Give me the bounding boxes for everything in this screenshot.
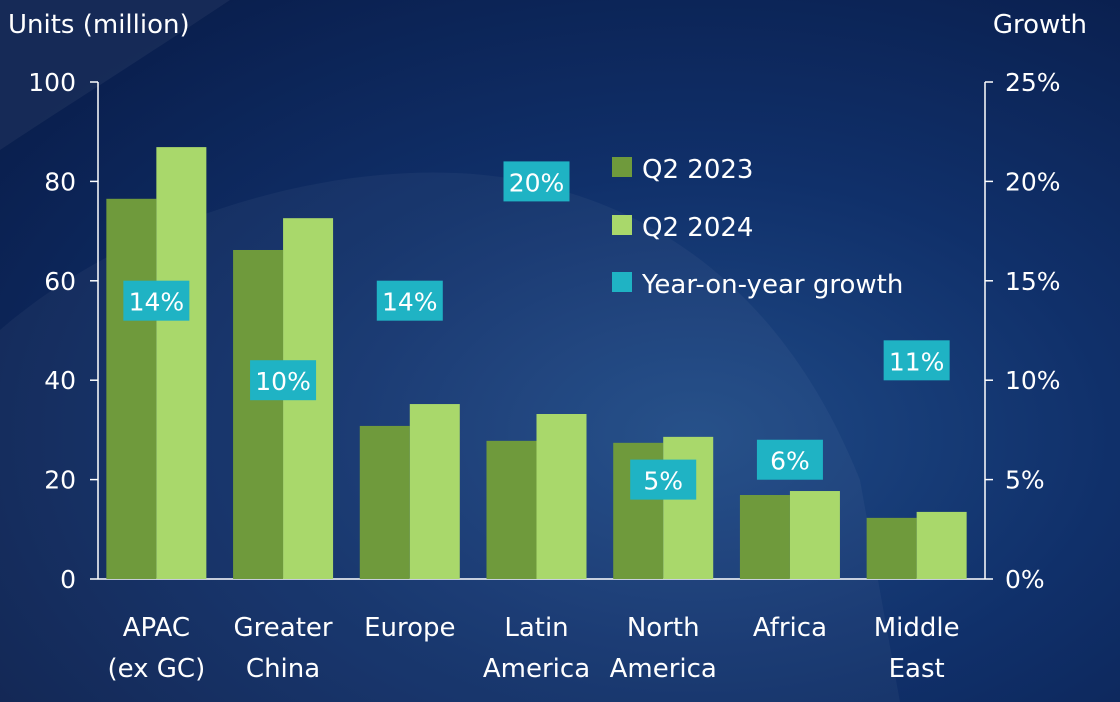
y-axis-title: Units (million) <box>8 10 190 40</box>
x-tick-label: (ex GC) <box>107 654 205 684</box>
bar-q2-2023 <box>233 249 284 579</box>
y2-tick-label: 0% <box>1005 565 1045 594</box>
y-tick-label: 60 <box>44 267 76 296</box>
y-tick-label: 20 <box>44 466 76 495</box>
legend-label-q2-2023: Q2 2023 <box>642 155 753 185</box>
bar-q2-2023 <box>866 517 917 579</box>
x-tick-label: Europe <box>364 613 455 643</box>
x-tick-label: North <box>627 613 700 643</box>
x-tick-label: East <box>889 654 945 684</box>
legend-swatch-growth <box>612 272 632 292</box>
growth-label-box <box>376 280 443 321</box>
legend-swatch-q2-2024 <box>612 215 632 235</box>
growth-label-box <box>503 161 570 202</box>
legend-swatch-q2-2023 <box>612 157 632 177</box>
x-tick-label: Latin <box>504 613 568 643</box>
legend-label-q2-2024: Q2 2024 <box>642 213 753 243</box>
growth-label-box <box>123 280 190 321</box>
x-tick-label: America <box>483 654 590 684</box>
bar-q2-2024 <box>916 511 967 579</box>
y2-tick-label: 10% <box>1005 366 1061 395</box>
y-tick-label: 0 <box>60 565 76 594</box>
growth-label: 11% <box>889 347 945 376</box>
bar-q2-2024 <box>156 147 207 579</box>
growth-label-box <box>883 340 950 381</box>
growth-label: 5% <box>643 467 683 496</box>
y-tick-label: 100 <box>28 68 76 97</box>
legend: Q2 2023 Q2 2024 Year-on-year growth <box>612 155 903 300</box>
y2-tick-label: 15% <box>1005 267 1061 296</box>
y-tick-label: 40 <box>44 366 76 395</box>
growth-label: 20% <box>509 168 565 197</box>
bar-q2-2024 <box>663 436 714 579</box>
y2-tick-label: 20% <box>1005 167 1061 196</box>
x-tick-label: China <box>246 654 320 684</box>
bar-q2-2023 <box>359 425 410 579</box>
bar-q2-2024 <box>409 404 460 579</box>
growth-label-box <box>630 459 697 500</box>
growth-label-box <box>756 439 823 480</box>
y-tick-label: 80 <box>44 167 76 196</box>
x-tick-label: America <box>610 654 717 684</box>
x-tick-label: Middle <box>874 613 960 643</box>
background-swoosh-top <box>0 0 230 150</box>
x-tick-label: Greater <box>234 613 333 643</box>
y2-tick-label: 25% <box>1005 68 1061 97</box>
growth-label: 14% <box>382 288 438 317</box>
legend-label-growth: Year-on-year growth <box>641 270 903 300</box>
bar-q2-2023 <box>739 495 790 579</box>
bar-q2-2023 <box>106 198 157 580</box>
growth-label: 14% <box>129 288 185 317</box>
bar-q2-2023 <box>486 440 537 579</box>
growth-label: 10% <box>255 367 311 396</box>
y2-tick-label: 5% <box>1005 466 1045 495</box>
growth-label: 6% <box>770 447 810 476</box>
x-tick-label: APAC <box>123 613 190 643</box>
bar-q2-2024 <box>536 413 587 579</box>
growth-label-box <box>250 360 317 401</box>
x-tick-label: Africa <box>753 613 827 643</box>
bar-q2-2024 <box>789 491 840 579</box>
y2-axis-title: Growth <box>993 10 1087 40</box>
